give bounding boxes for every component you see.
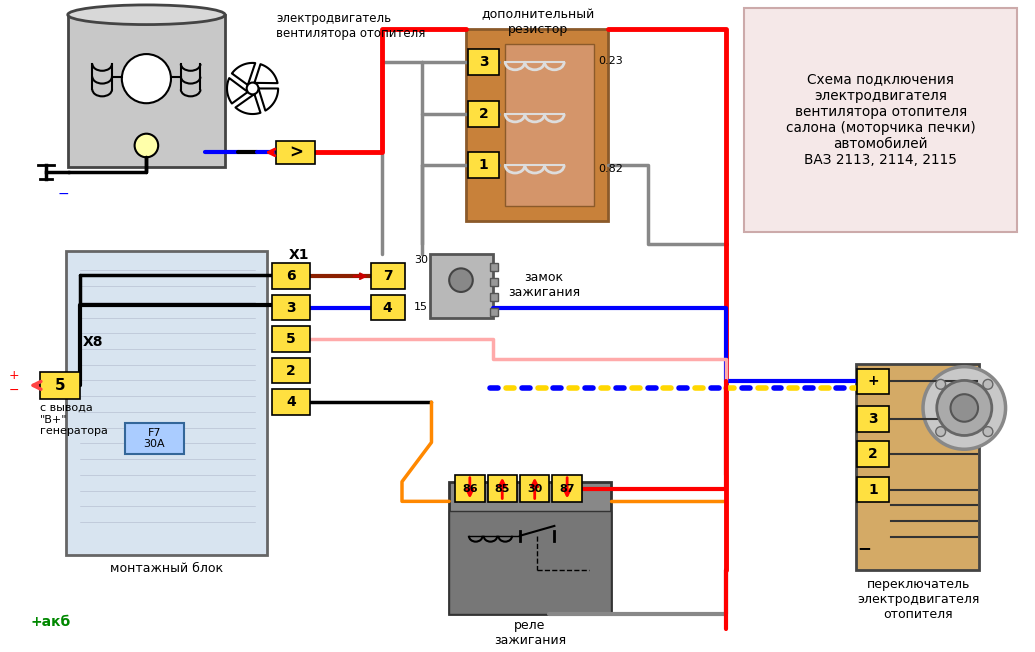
Circle shape: [983, 426, 993, 436]
Bar: [857, 441, 889, 467]
Circle shape: [135, 134, 158, 157]
Text: 7: 7: [383, 269, 392, 283]
Circle shape: [937, 380, 992, 436]
Text: 3: 3: [868, 412, 878, 426]
Text: F7
30А: F7 30А: [144, 428, 165, 449]
Bar: [744, 8, 1017, 232]
Bar: [276, 141, 316, 164]
Bar: [857, 477, 889, 502]
Text: 87: 87: [559, 484, 574, 494]
Text: 4: 4: [383, 301, 392, 315]
Bar: [430, 254, 494, 318]
Text: реле
зажигания: реле зажигания: [494, 619, 566, 647]
Text: 2: 2: [286, 364, 296, 378]
Bar: [449, 511, 612, 614]
Bar: [66, 250, 267, 556]
Text: переключатель
электродвигателя
отопителя: переключатель электродвигателя отопителя: [857, 578, 979, 621]
Text: 5: 5: [55, 378, 65, 393]
Text: 4: 4: [286, 395, 296, 409]
Circle shape: [246, 83, 259, 95]
Circle shape: [923, 366, 1006, 449]
Bar: [466, 29, 609, 221]
Text: 3: 3: [479, 55, 489, 69]
Text: +
−: + −: [8, 368, 19, 396]
Bar: [371, 295, 405, 321]
Bar: [272, 295, 309, 321]
Bar: [449, 482, 612, 614]
Text: 5: 5: [286, 332, 296, 346]
Circle shape: [983, 379, 993, 389]
Text: с вывода
"В+"
генератора: с вывода "В+" генератора: [40, 403, 108, 436]
Bar: [272, 327, 309, 352]
Bar: [857, 368, 889, 394]
Bar: [491, 263, 498, 271]
Bar: [856, 364, 979, 570]
Circle shape: [936, 426, 946, 436]
Text: 2: 2: [868, 447, 878, 461]
Circle shape: [950, 394, 978, 422]
Text: −: −: [857, 539, 871, 557]
Text: дополнительный
резистор: дополнительный резистор: [481, 8, 594, 36]
Text: 1: 1: [479, 158, 489, 172]
Text: 30: 30: [527, 484, 542, 494]
Text: электродвигатель
вентилятора отопителя: электродвигатель вентилятора отопителя: [276, 12, 425, 40]
Bar: [491, 293, 498, 301]
Text: +акб: +акб: [30, 615, 70, 629]
Bar: [491, 308, 498, 316]
Text: X8: X8: [83, 335, 104, 349]
Bar: [520, 475, 550, 502]
Text: Схема подключения
электродвигателя
вентилятора отопителя
салона (моторчика печки: Схема подключения электродвигателя венти…: [786, 72, 976, 168]
Text: X1: X1: [289, 248, 309, 261]
Text: 30: 30: [414, 254, 427, 265]
Circle shape: [936, 379, 946, 389]
Bar: [857, 406, 889, 432]
Text: >: >: [289, 143, 303, 162]
Bar: [125, 422, 184, 454]
Text: 15: 15: [414, 302, 427, 312]
Text: 3: 3: [286, 301, 296, 315]
Bar: [455, 475, 484, 502]
Bar: [40, 372, 80, 399]
Bar: [505, 44, 594, 207]
Circle shape: [122, 54, 171, 103]
Bar: [468, 101, 499, 126]
Text: 6: 6: [286, 269, 296, 283]
Text: 85: 85: [495, 484, 510, 494]
Bar: [468, 49, 499, 75]
Bar: [491, 278, 498, 286]
Text: −: −: [57, 186, 68, 201]
Text: 0.82: 0.82: [598, 164, 623, 174]
Text: 0.23: 0.23: [598, 56, 623, 66]
Text: +: +: [867, 374, 879, 389]
Text: замок
зажигания: замок зажигания: [508, 271, 581, 299]
Bar: [272, 263, 309, 289]
Bar: [553, 475, 582, 502]
Bar: [371, 263, 405, 289]
Text: монтажный блок: монтажный блок: [110, 562, 223, 575]
Ellipse shape: [67, 5, 225, 25]
Bar: [272, 389, 309, 415]
Bar: [468, 153, 499, 178]
Text: 1: 1: [868, 482, 878, 497]
Bar: [487, 475, 518, 502]
Text: 86: 86: [462, 484, 477, 494]
Bar: [272, 358, 309, 383]
Bar: [67, 15, 225, 167]
Circle shape: [449, 269, 473, 292]
Text: 2: 2: [479, 107, 489, 121]
